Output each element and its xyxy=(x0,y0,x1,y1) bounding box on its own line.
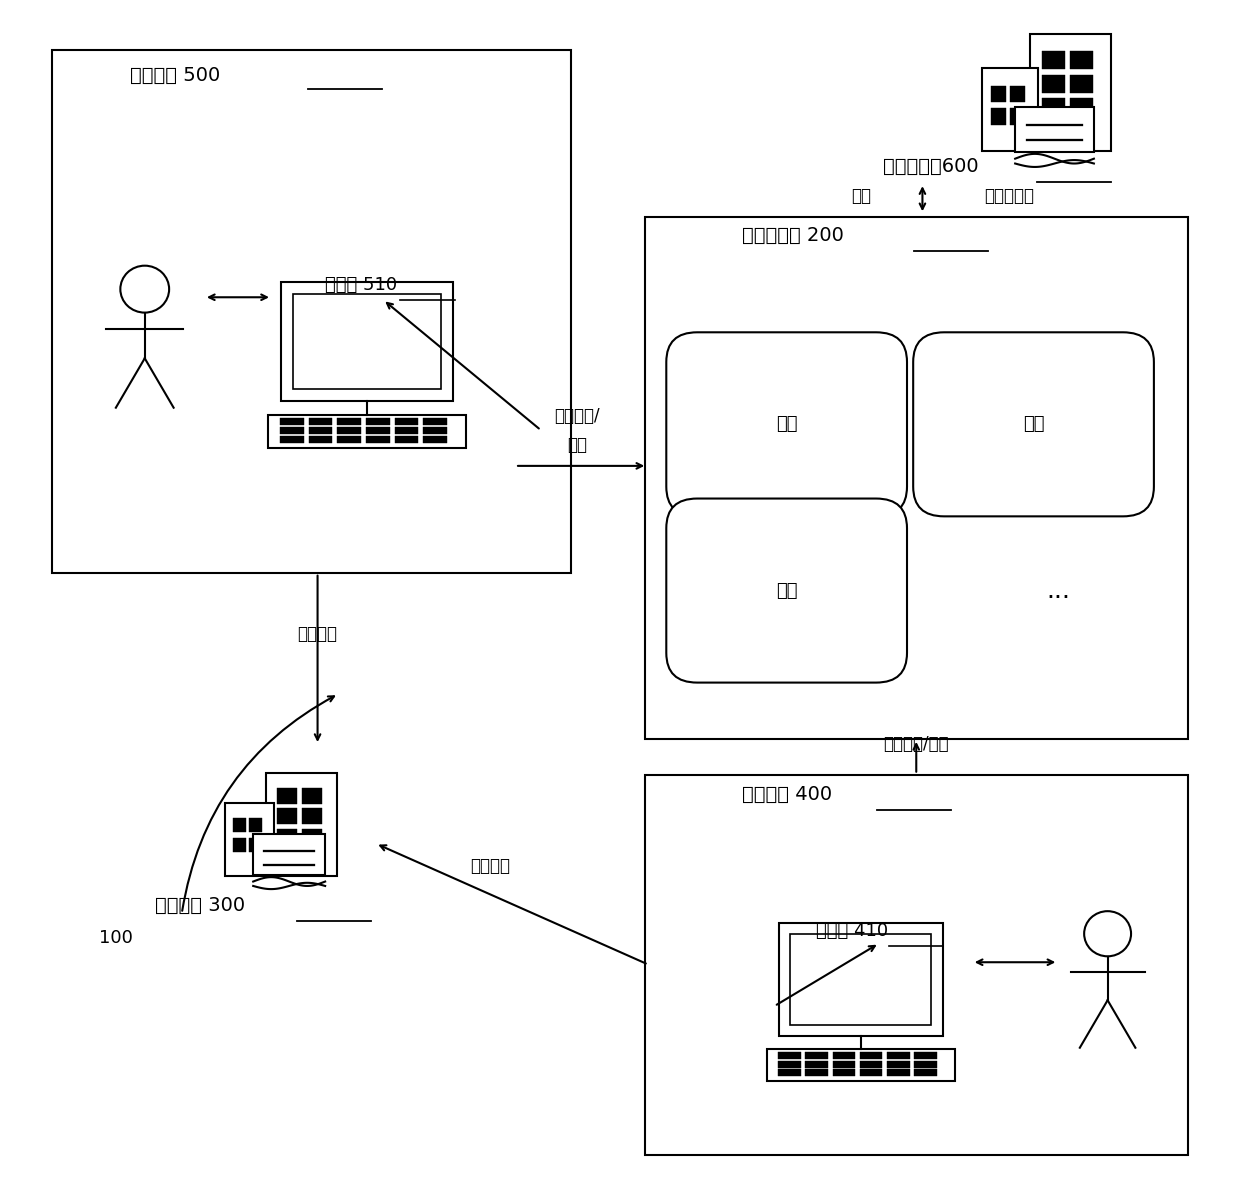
FancyBboxPatch shape xyxy=(337,418,361,425)
FancyBboxPatch shape xyxy=(766,1050,955,1081)
FancyBboxPatch shape xyxy=(982,68,1038,152)
Text: ...: ... xyxy=(1047,579,1070,602)
FancyBboxPatch shape xyxy=(1011,86,1024,101)
FancyBboxPatch shape xyxy=(233,818,246,833)
Text: 交易提案/交易: 交易提案/交易 xyxy=(883,735,949,753)
FancyBboxPatch shape xyxy=(992,86,1006,101)
FancyBboxPatch shape xyxy=(1011,109,1024,125)
FancyBboxPatch shape xyxy=(280,282,454,401)
FancyBboxPatch shape xyxy=(337,435,361,443)
FancyBboxPatch shape xyxy=(832,1069,856,1076)
FancyBboxPatch shape xyxy=(394,435,418,443)
FancyBboxPatch shape xyxy=(280,427,304,434)
FancyBboxPatch shape xyxy=(805,1069,828,1076)
FancyBboxPatch shape xyxy=(1070,51,1094,69)
FancyBboxPatch shape xyxy=(779,923,942,1036)
FancyBboxPatch shape xyxy=(779,1052,801,1059)
FancyBboxPatch shape xyxy=(790,934,931,1025)
FancyBboxPatch shape xyxy=(645,216,1188,738)
FancyBboxPatch shape xyxy=(233,837,246,852)
FancyBboxPatch shape xyxy=(253,834,325,876)
FancyBboxPatch shape xyxy=(666,333,906,517)
FancyBboxPatch shape xyxy=(887,1052,909,1059)
FancyBboxPatch shape xyxy=(277,787,298,804)
FancyBboxPatch shape xyxy=(779,1069,801,1076)
FancyBboxPatch shape xyxy=(309,435,332,443)
FancyBboxPatch shape xyxy=(301,787,322,804)
FancyBboxPatch shape xyxy=(1042,98,1065,116)
FancyBboxPatch shape xyxy=(277,829,298,845)
FancyBboxPatch shape xyxy=(268,415,466,449)
FancyBboxPatch shape xyxy=(249,837,262,852)
Text: 区块链网络 200: 区块链网络 200 xyxy=(742,225,843,245)
Text: 节点: 节点 xyxy=(776,581,797,600)
FancyBboxPatch shape xyxy=(301,829,322,845)
Text: 交易: 交易 xyxy=(567,435,587,453)
Text: 交易时间戟: 交易时间戟 xyxy=(983,187,1034,205)
FancyBboxPatch shape xyxy=(992,109,1006,125)
Text: 交易: 交易 xyxy=(851,187,870,205)
FancyBboxPatch shape xyxy=(52,50,570,573)
FancyBboxPatch shape xyxy=(1042,51,1065,69)
FancyBboxPatch shape xyxy=(1070,98,1094,116)
FancyBboxPatch shape xyxy=(366,418,389,425)
FancyBboxPatch shape xyxy=(423,427,446,434)
FancyBboxPatch shape xyxy=(394,427,418,434)
FancyBboxPatch shape xyxy=(805,1061,828,1068)
FancyBboxPatch shape xyxy=(645,774,1188,1155)
Text: 节点: 节点 xyxy=(1023,415,1044,433)
FancyBboxPatch shape xyxy=(366,427,389,434)
FancyBboxPatch shape xyxy=(249,818,262,833)
FancyBboxPatch shape xyxy=(914,1052,936,1059)
FancyBboxPatch shape xyxy=(423,418,446,425)
FancyBboxPatch shape xyxy=(1042,74,1065,93)
FancyBboxPatch shape xyxy=(394,418,418,425)
Text: 客户端 410: 客户端 410 xyxy=(816,922,888,940)
FancyBboxPatch shape xyxy=(832,1061,856,1068)
Text: 登记注册: 登记注册 xyxy=(470,857,511,874)
FancyBboxPatch shape xyxy=(337,427,361,434)
Text: 交易提案/: 交易提案/ xyxy=(554,407,600,425)
FancyBboxPatch shape xyxy=(280,435,304,443)
FancyBboxPatch shape xyxy=(887,1061,909,1068)
FancyBboxPatch shape xyxy=(913,333,1154,517)
FancyBboxPatch shape xyxy=(914,1069,936,1076)
Text: 认证中心 300: 认证中心 300 xyxy=(155,896,246,915)
FancyBboxPatch shape xyxy=(366,435,389,443)
FancyBboxPatch shape xyxy=(293,293,441,389)
FancyBboxPatch shape xyxy=(779,1061,801,1068)
FancyBboxPatch shape xyxy=(309,427,332,434)
FancyBboxPatch shape xyxy=(309,418,332,425)
FancyBboxPatch shape xyxy=(301,808,322,824)
FancyBboxPatch shape xyxy=(914,1061,936,1068)
FancyBboxPatch shape xyxy=(1029,35,1111,152)
Text: 登记注册: 登记注册 xyxy=(298,625,337,643)
FancyBboxPatch shape xyxy=(1016,107,1094,152)
Text: 业务主体 500: 业务主体 500 xyxy=(130,66,221,85)
FancyBboxPatch shape xyxy=(887,1069,909,1076)
FancyBboxPatch shape xyxy=(666,499,906,682)
FancyBboxPatch shape xyxy=(277,808,298,824)
Text: 时间戟服务600: 时间戟服务600 xyxy=(883,157,978,177)
Text: 业务主体 400: 业务主体 400 xyxy=(742,785,832,804)
FancyBboxPatch shape xyxy=(280,418,304,425)
FancyBboxPatch shape xyxy=(1070,74,1094,93)
FancyBboxPatch shape xyxy=(224,803,274,876)
Text: 节点: 节点 xyxy=(776,415,797,433)
FancyBboxPatch shape xyxy=(859,1061,883,1068)
FancyBboxPatch shape xyxy=(805,1052,828,1059)
FancyBboxPatch shape xyxy=(832,1052,856,1059)
Text: 100: 100 xyxy=(99,929,133,947)
Text: 客户端 510: 客户端 510 xyxy=(325,277,397,295)
FancyBboxPatch shape xyxy=(859,1052,883,1059)
FancyBboxPatch shape xyxy=(267,773,337,876)
FancyBboxPatch shape xyxy=(859,1069,883,1076)
FancyBboxPatch shape xyxy=(423,435,446,443)
